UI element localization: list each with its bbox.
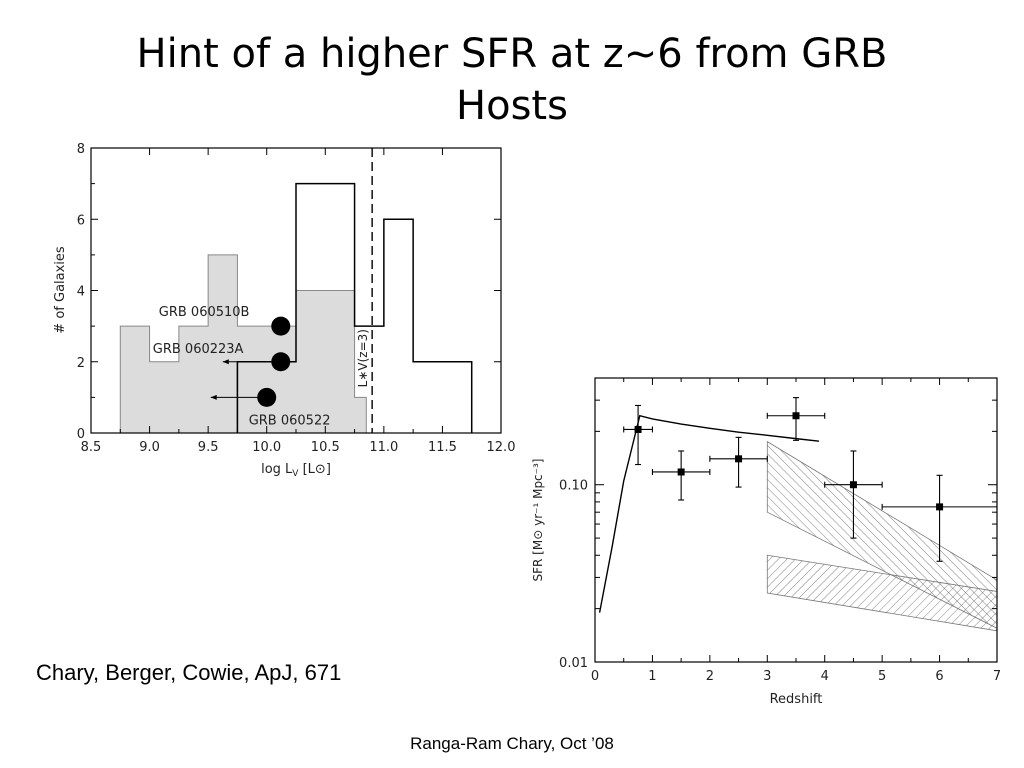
uncertainty-band [766, 440, 997, 629]
x-tick-label: 1 [648, 669, 656, 684]
sfr-model-curve [598, 414, 820, 613]
sfr-y-axis-label: SFR [M⊙ yr⁻¹ Mpc⁻³] [531, 459, 545, 582]
footer-credit: Ranga-Ram Chary, Oct ’08 [410, 734, 614, 753]
data-point [849, 481, 857, 489]
x-tick-label: 12.0 [487, 440, 516, 455]
x-tick-label: 2 [706, 669, 714, 684]
data-point [792, 412, 800, 420]
x-tick-label: 11.5 [428, 440, 457, 455]
x-tick-label: 10.5 [311, 440, 340, 455]
x-tick-label: 8.5 [81, 440, 102, 455]
y-tick-label: 4 [77, 285, 85, 300]
grb-label: GRB 060522 [249, 413, 331, 428]
y-tick-label: 0.10 [559, 479, 588, 494]
slide-title: Hint of a higher SFR at z~6 from GRB Hos… [60, 28, 964, 132]
y-tick-label: 8 [77, 142, 85, 157]
x-tick-label: 0 [591, 669, 599, 684]
data-point [735, 455, 743, 463]
lstar-label: L∗V(z=3) [356, 329, 370, 387]
histogram-x-axis-label: log LV [L⊙] [261, 462, 331, 479]
x-tick-label: 3 [763, 669, 771, 684]
x-tick-label: 11.0 [369, 440, 398, 455]
uncertainty-band [766, 554, 997, 632]
histogram-y-axis-label: # of Galaxies [53, 246, 68, 334]
grb-point [271, 352, 291, 372]
title-line-1: Hint of a higher SFR at z~6 from GRB [136, 31, 888, 77]
filled-histogram [119, 254, 367, 433]
y-tick-label: 6 [77, 213, 85, 228]
grb-point [271, 316, 291, 336]
upper-limit-arrowhead [210, 394, 217, 400]
grb-point [257, 387, 277, 407]
title-line-2: Hosts [456, 83, 568, 129]
y-tick-label: 2 [77, 356, 85, 371]
sfr-redshift-chart: 0 1 2 3 4 5 6 7 0.01 0.10 Redshift SFR [M⊙ yr⁻¹ M… [531, 377, 1001, 707]
x-tick-label: 6 [935, 669, 943, 684]
x-tick-label: 9.0 [139, 440, 160, 455]
citation: Chary, Berger, Cowie, ApJ, 671 [36, 660, 342, 685]
x-tick-label: 5 [878, 669, 886, 684]
y-tick-label: 0.01 [559, 656, 588, 671]
grb-label: GRB 060510B [159, 305, 250, 320]
luminosity-histogram-chart: L∗V(z=3) GRB 060510B GRB 060223A GRB 060522… [53, 142, 515, 479]
x-tick-label: 9.5 [198, 440, 219, 455]
x-tick-label: 10.0 [252, 440, 281, 455]
data-point [677, 468, 685, 476]
data-point [936, 503, 944, 511]
data-point [634, 425, 642, 433]
upper-limit-arrowhead [222, 359, 229, 365]
grb-label: GRB 060223A [153, 342, 244, 357]
sfr-x-axis-label: Redshift [770, 692, 823, 707]
x-tick-label: 4 [821, 669, 829, 684]
x-tick-label: 7 [993, 669, 1001, 684]
y-tick-label: 0 [77, 427, 85, 442]
